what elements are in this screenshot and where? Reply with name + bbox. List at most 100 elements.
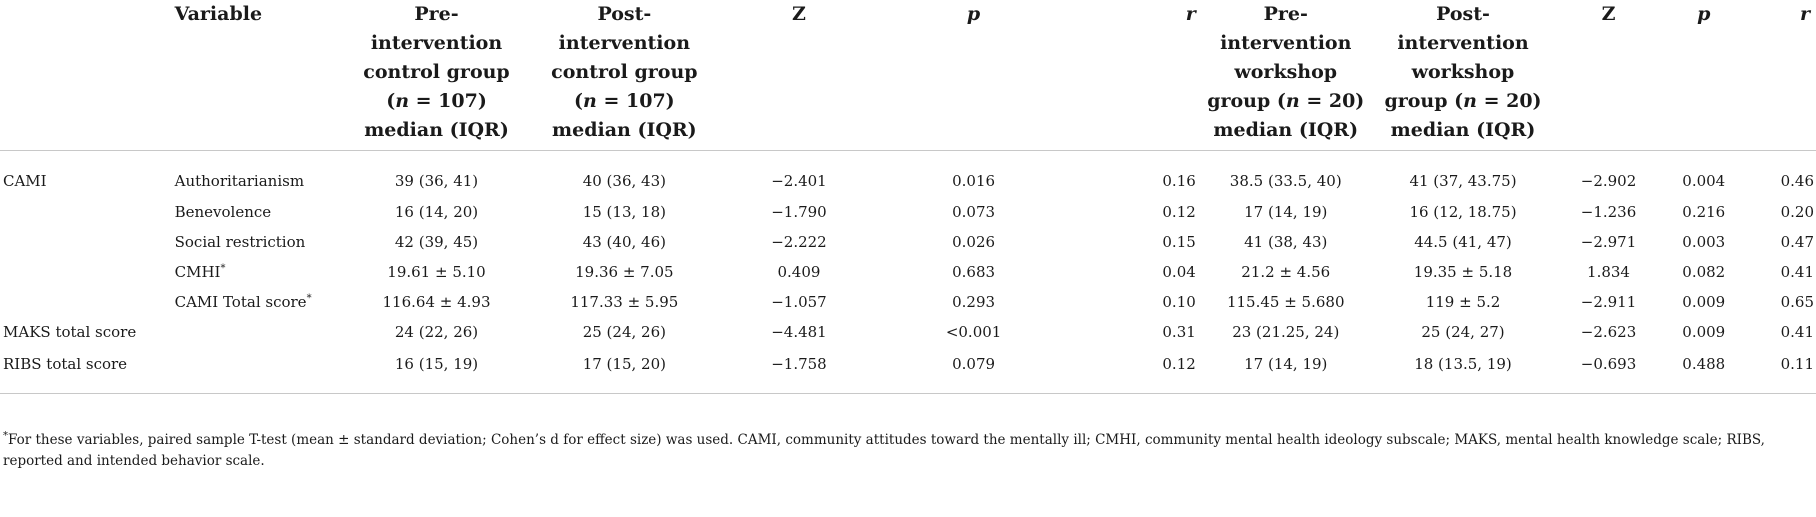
cell-variable: CAMI Total score* <box>174 293 312 311</box>
header-pre-workshop: Pre- intervention workshop group (n = 20… <box>1207 3 1365 141</box>
cell-post-workshop: 119 ± 5.2 <box>1425 293 1501 311</box>
cell-variable: CMHI* <box>174 263 226 281</box>
cell-z2: −2.971 <box>1580 233 1637 251</box>
cell-variable <box>175 347 344 394</box>
header-p-control: p <box>966 3 981 25</box>
cell-p1: 0.026 <box>952 233 996 251</box>
cell-r2: 0.41 <box>1780 263 1814 281</box>
cell-pre-workshop: 23 (21.25, 24) <box>1232 323 1340 341</box>
header-post-control: Post- intervention control group (n = 10… <box>551 3 698 141</box>
cell-pre-control: 116.64 ± 4.93 <box>382 293 491 311</box>
cell-p2: 0.009 <box>1682 323 1726 341</box>
cell-p2: 0.003 <box>1682 233 1726 251</box>
cell-category: RIBS total score <box>3 355 128 373</box>
cell-pre-workshop: 17 (14, 19) <box>1244 203 1328 221</box>
cell-z2: 1.834 <box>1587 263 1630 281</box>
cell-pre-control: 16 (15, 19) <box>394 355 479 373</box>
cell-pre-workshop: 17 (14, 19) <box>1244 355 1328 373</box>
header-row: Variable Pre- intervention control group… <box>0 0 1816 151</box>
cell-p1: 0.079 <box>952 355 996 373</box>
table-row: Benevolence 16 (14, 20) 15 (13, 18) −1.790 0… <box>0 197 1816 227</box>
cell-pre-workshop: 21.2 ± 4.56 <box>1241 263 1331 281</box>
table-row: CAMI Total score* 116.64 ± 4.93 117.33 ± 5… <box>0 287 1816 317</box>
cell-p1: 0.683 <box>952 263 996 281</box>
cell-post-control: 25 (24, 26) <box>582 323 666 341</box>
cell-z2: −2.911 <box>1580 293 1637 311</box>
header-post-workshop: Post- intervention workshop group (n = 2… <box>1384 3 1542 141</box>
cell-variable: Authoritarianism <box>174 172 305 190</box>
cell-z1: −2.222 <box>771 233 827 251</box>
cell-r1: 0.15 <box>1162 233 1196 251</box>
footnote-text: For these variables, paired sample T-tes… <box>3 432 1765 469</box>
cell-z1: −1.758 <box>771 355 827 373</box>
cell-post-control: 15 (13, 18) <box>582 203 666 221</box>
cell-post-control: 17 (15, 20) <box>582 355 666 373</box>
header-p-workshop: p <box>1697 3 1711 25</box>
cell-post-workshop: 16 (12, 18.75) <box>1409 203 1517 221</box>
footnote-mark: * <box>220 263 226 274</box>
cell-r1: 0.12 <box>1162 203 1196 221</box>
cell-r1: 0.12 <box>1162 355 1196 373</box>
cell-post-workshop: 19.35 ± 5.18 <box>1413 263 1513 281</box>
cell-pre-control: 42 (39, 45) <box>394 233 479 251</box>
cell-r2: 0.65 <box>1780 293 1814 311</box>
cell-z2: −1.236 <box>1580 203 1637 221</box>
cell-post-control: 117.33 ± 5.95 <box>570 293 679 311</box>
cell-category: CAMI <box>3 172 47 190</box>
table-row: CAMI Authoritarianism 39 (36, 41) 40 (36, 4… <box>0 151 1816 198</box>
cell-z1: −1.790 <box>771 203 827 221</box>
header-variable: Variable <box>174 3 263 25</box>
cell-p2: 0.216 <box>1682 203 1726 221</box>
cell-pre-control: 39 (36, 41) <box>394 172 479 190</box>
table-body: CAMI Authoritarianism 39 (36, 41) 40 (36, 4… <box>0 151 1816 394</box>
cell-pre-control: 19.61 ± 5.10 <box>387 263 486 281</box>
results-table-container: Variable Pre- intervention control group… <box>0 0 1816 394</box>
footnote-mark: * <box>3 430 8 442</box>
cell-z2: −0.693 <box>1580 355 1637 373</box>
cell-p1: 0.073 <box>952 203 996 221</box>
cell-pre-control: 24 (22, 26) <box>394 323 479 341</box>
cell-p2: 0.082 <box>1682 263 1726 281</box>
cell-post-control: 40 (36, 43) <box>582 172 666 190</box>
cell-p1: 0.016 <box>952 172 996 190</box>
cell-r2: 0.41 <box>1780 323 1814 341</box>
cell-r2: 0.11 <box>1780 355 1814 373</box>
results-table: Variable Pre- intervention control group… <box>0 0 1816 394</box>
table-row: Social restriction 42 (39, 45) 43 (40, 46)… <box>0 227 1816 257</box>
table-row: RIBS total score 16 (15, 19) 17 (15, 20) −1… <box>0 347 1816 394</box>
header-z-control: Z <box>792 3 806 25</box>
cell-z1: −1.057 <box>771 293 827 311</box>
cell-p1: 0.293 <box>952 293 996 311</box>
footnote: *For these variables, paired sample T-te… <box>3 430 1809 471</box>
cell-r1: 0.04 <box>1162 263 1196 281</box>
cell-r1: 0.10 <box>1162 293 1196 311</box>
cell-post-workshop: 44.5 (41, 47) <box>1414 233 1512 251</box>
cell-p2: 0.009 <box>1682 293 1726 311</box>
cell-pre-workshop: 38.5 (33.5, 40) <box>1229 172 1342 190</box>
cell-category <box>0 197 175 227</box>
header-z-workshop: Z <box>1601 3 1616 25</box>
cell-r2: 0.20 <box>1780 203 1814 221</box>
cell-variable: Benevolence <box>174 203 272 221</box>
table-row: CMHI* 19.61 ± 5.10 19.36 ± 7.05 0.409 0.683 0… <box>0 257 1816 287</box>
cell-p2: 0.004 <box>1682 172 1726 190</box>
header-r-control: r <box>1185 3 1196 25</box>
footnote-mark: * <box>306 293 312 304</box>
cell-r1: 0.31 <box>1162 323 1196 341</box>
cell-pre-control: 16 (14, 20) <box>394 203 479 221</box>
cell-p2: 0.488 <box>1682 355 1726 373</box>
cell-pre-workshop: 41 (38, 43) <box>1244 233 1328 251</box>
cell-category <box>0 257 175 287</box>
cell-z1: −4.481 <box>771 323 827 341</box>
cell-category <box>0 287 175 317</box>
header-category <box>0 0 175 151</box>
cell-post-workshop: 18 (13.5, 19) <box>1414 355 1512 373</box>
cell-z2: −2.623 <box>1580 323 1637 341</box>
cell-post-control: 19.36 ± 7.05 <box>575 263 674 281</box>
cell-post-workshop: 41 (37, 43.75) <box>1409 172 1517 190</box>
cell-z2: −2.902 <box>1580 172 1637 190</box>
cell-r2: 0.46 <box>1780 172 1814 190</box>
cell-r2: 0.47 <box>1780 233 1814 251</box>
cell-r1: 0.16 <box>1162 172 1196 190</box>
cell-variable <box>175 317 344 347</box>
